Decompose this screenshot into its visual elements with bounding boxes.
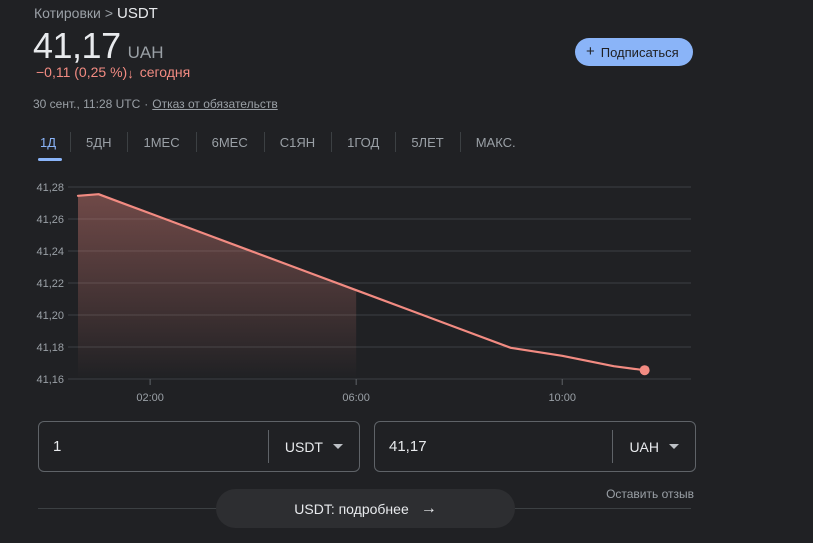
arrow-right-icon: → — [420, 499, 437, 517]
chart-area-fill — [78, 194, 357, 379]
svg-text:06:00: 06:00 — [342, 392, 370, 404]
chart-line — [76, 193, 646, 372]
tab-1y[interactable]: 1ГОД — [331, 128, 395, 156]
tab-1d[interactable]: 1Д — [36, 128, 70, 161]
chart-xtick-labels: 02:00 06:00 10:00 — [136, 379, 576, 404]
price-value: 41,17 — [33, 25, 121, 66]
breadcrumb-separator: > — [104, 5, 114, 21]
quote-meta: 30 сент., 11:28 UTC · Отказ от обязательст… — [33, 96, 278, 112]
disclaimer-link[interactable]: Отказ от обязательств — [152, 97, 278, 111]
svg-text:41,16: 41,16 — [36, 374, 64, 386]
tab-6m[interactable]: 6МЕС — [195, 128, 264, 156]
breadcrumb: Котировки > USDT — [34, 4, 158, 23]
follow-button-label: Подписаться — [600, 44, 679, 60]
price-change-value: −0,11 (0,25 %) — [36, 64, 128, 80]
tab-5d[interactable]: 5ДН — [70, 128, 127, 156]
svg-text:41,20: 41,20 — [36, 310, 64, 322]
tab-max[interactable]: МАКС. — [459, 128, 532, 156]
breadcrumb-parent[interactable]: Котировки — [34, 5, 101, 21]
feedback-link[interactable]: Оставить отзыв — [606, 487, 694, 501]
chevron-down-icon — [333, 444, 343, 449]
converter-from-divider — [267, 430, 269, 463]
converter-to-currency-label: UAH — [629, 438, 659, 455]
converter-from-currency-label: USDT — [284, 438, 323, 455]
tab-label: 1МЕС — [143, 134, 180, 150]
svg-text:02:00: 02:00 — [136, 392, 164, 404]
tab-5y[interactable]: 5ЛЕТ — [395, 128, 459, 156]
chart-ytick-labels: 41,28 41,26 41,24 41,22 41,20 41,18 41,16 — [36, 182, 64, 386]
arrow-down-icon: ↓ — [127, 66, 134, 81]
price-block: 41,17 UAH — [33, 26, 164, 66]
range-tabs: 1Д 5ДН 1МЕС 6МЕС С1ЯН 1ГОД 5ЛЕТ МАКС. — [36, 128, 532, 161]
svg-text:41,18: 41,18 — [36, 342, 64, 354]
price-change: −0,11 (0,25 %) ↓ сегодня — [36, 63, 190, 82]
price-currency: UAH — [127, 43, 164, 62]
converter-to-input[interactable] — [375, 422, 613, 471]
currency-converter: USDT UAH — [38, 421, 696, 472]
converter-from-currency-select[interactable]: USDT — [269, 422, 359, 471]
chart-svg: 41,28 41,26 41,24 41,22 41,20 41,18 41,16 02:0… — [36, 182, 691, 404]
tab-label: МАКС. — [475, 134, 516, 150]
svg-text:41,22: 41,22 — [36, 278, 64, 290]
converter-from-input[interactable] — [39, 422, 268, 471]
chevron-down-icon — [669, 444, 679, 449]
tab-label: 5ЛЕТ — [411, 134, 444, 150]
svg-text:10:00: 10:00 — [548, 392, 576, 404]
converter-to: UAH — [374, 421, 696, 472]
quote-timestamp: 30 сент., 11:28 UTC — [33, 97, 141, 111]
tab-label: 1ГОД — [347, 134, 380, 150]
price-change-period: сегодня — [139, 64, 191, 80]
active-tab-underline — [38, 158, 63, 161]
tab-ytd[interactable]: С1ЯН — [263, 128, 331, 156]
svg-text:41,24: 41,24 — [36, 246, 64, 258]
converter-to-currency-select[interactable]: UAH — [613, 422, 695, 471]
follow-button[interactable]: + Подписаться — [575, 38, 693, 66]
tab-label: 5ДН — [86, 134, 112, 150]
breadcrumb-current: USDT — [117, 5, 158, 22]
chart-endpoint-dot — [639, 365, 650, 376]
tab-label: 1Д — [40, 134, 57, 150]
tab-label: С1ЯН — [279, 134, 316, 150]
svg-text:41,26: 41,26 — [36, 214, 64, 226]
converter-from: USDT — [38, 421, 360, 472]
svg-text:41,28: 41,28 — [36, 182, 64, 194]
tab-1m[interactable]: 1МЕС — [127, 128, 195, 156]
meta-separator: · — [144, 97, 149, 111]
plus-icon: + — [586, 42, 595, 60]
more-details-label: USDT: подробнее — [294, 500, 409, 517]
converter-to-divider — [612, 430, 614, 463]
price-chart[interactable]: 41,28 41,26 41,24 41,22 41,20 41,18 41,16 02:0… — [0, 166, 813, 414]
more-details-button[interactable]: USDT: подробнее → — [216, 489, 515, 528]
tab-label: 6МЕС — [211, 134, 248, 150]
